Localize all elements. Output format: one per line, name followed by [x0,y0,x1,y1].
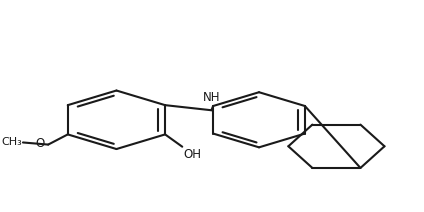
Text: CH₃: CH₃ [1,137,22,147]
Text: NH: NH [203,91,220,104]
Text: O: O [36,137,45,150]
Text: OH: OH [184,148,201,161]
